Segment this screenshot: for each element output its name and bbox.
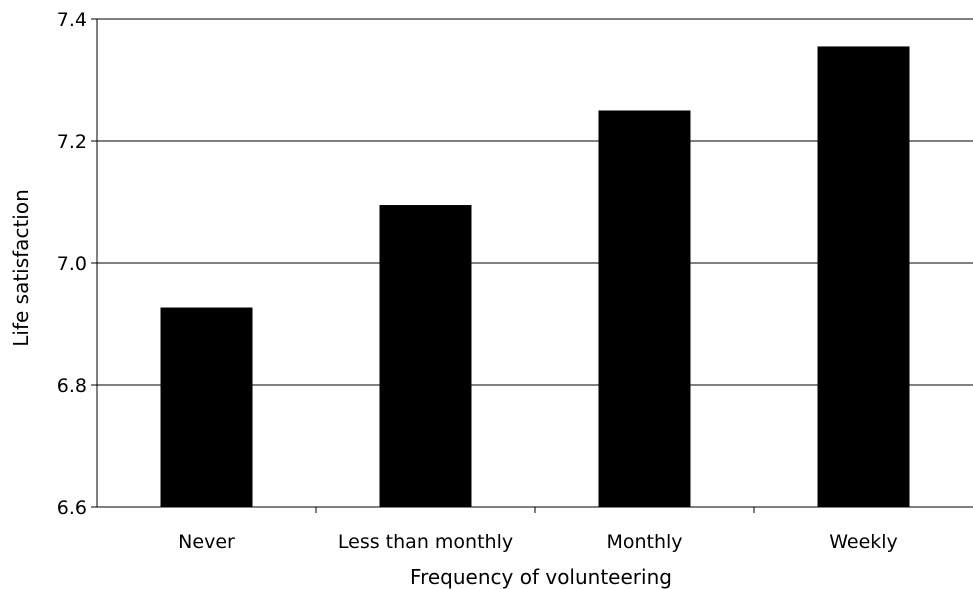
bar-never — [160, 307, 253, 507]
x-tick-label: Weekly — [829, 531, 898, 553]
bar-monthly — [598, 110, 691, 507]
bars — [160, 46, 910, 508]
axes — [91, 18, 973, 513]
y-axis-title: Life satisfaction — [9, 189, 33, 347]
y-tick-labels: 6.6 6.8 7.0 7.2 7.4 — [57, 9, 87, 519]
y-tick-label: 6.8 — [57, 375, 87, 397]
y-tick-label: 6.6 — [57, 497, 87, 519]
x-tick-label: Monthly — [606, 531, 682, 553]
bar-weekly — [817, 46, 910, 507]
y-tick-label: 7.2 — [57, 131, 87, 153]
x-tick-label: Never — [178, 531, 235, 553]
x-tick-labels: Never Less than monthly Monthly Weekly — [178, 531, 898, 553]
x-axis-title: Frequency of volunteering — [410, 565, 672, 589]
y-tick-label: 7.4 — [57, 9, 87, 31]
bar-less-than-monthly — [379, 205, 472, 508]
x-tick-label: Less than monthly — [338, 531, 513, 553]
y-tick-label: 7.0 — [57, 253, 87, 275]
